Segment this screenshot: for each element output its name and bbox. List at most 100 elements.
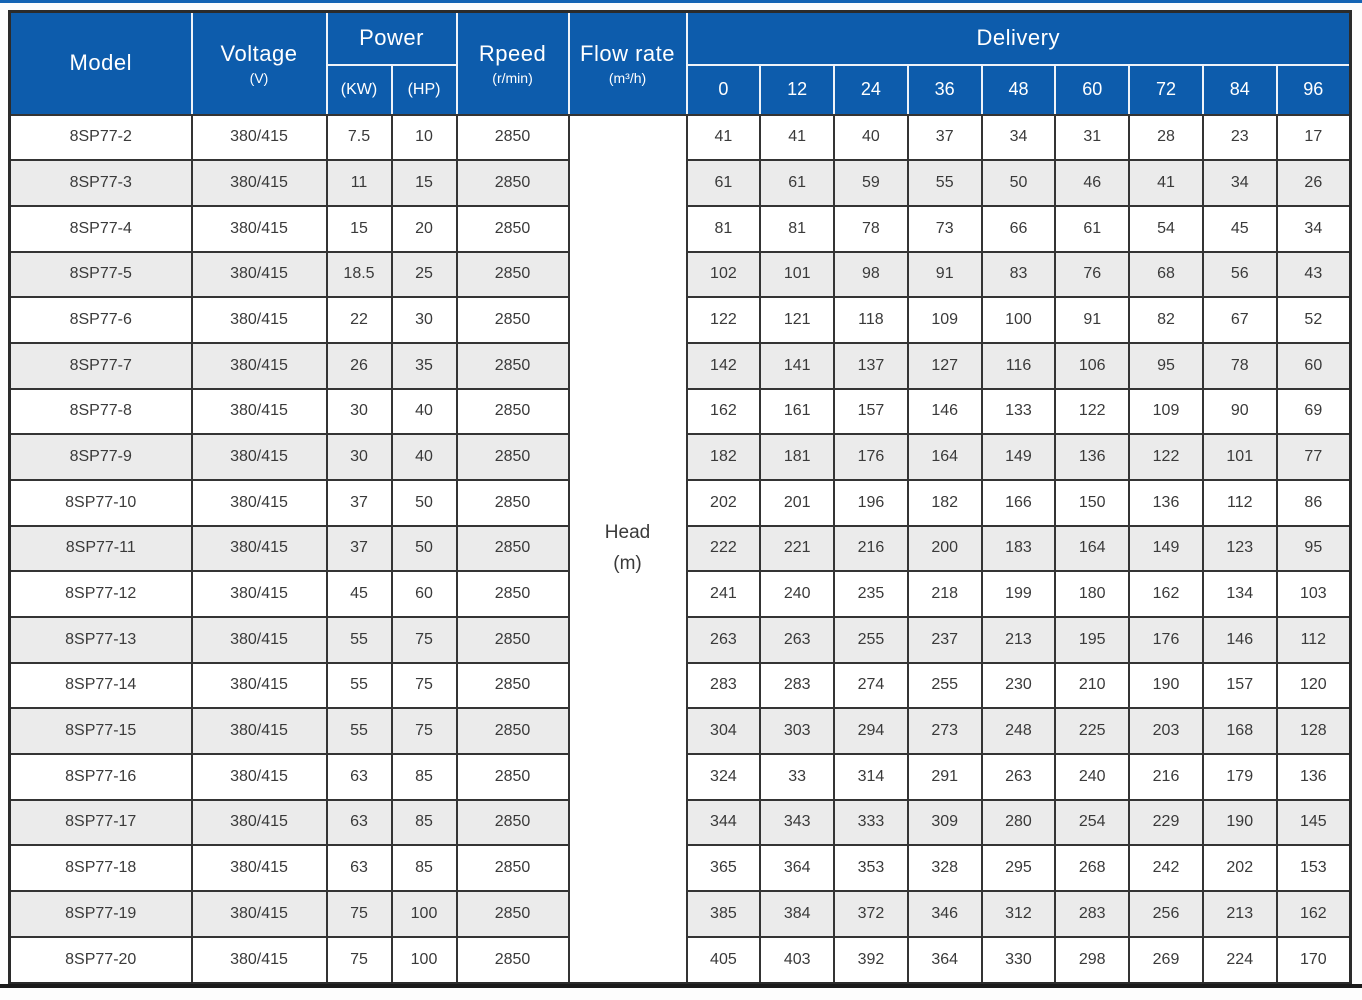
delivery-cell: 190	[1128, 661, 1204, 710]
delivery-cell: 384	[759, 889, 836, 938]
power-hp-cell: 35	[390, 341, 458, 390]
speed-header-label: Rpeed	[478, 40, 547, 66]
delivery-cell: 45	[1201, 204, 1278, 253]
power-kw-cell: 63	[325, 752, 393, 801]
delivery-cell: 263	[759, 615, 836, 664]
delivery-cell: 312	[980, 889, 1057, 938]
delivery-cell: 210	[1054, 661, 1131, 710]
delivery-cell: 364	[906, 935, 983, 985]
delivery-cell: 225	[1054, 707, 1131, 755]
col-header-kw: (KW)	[325, 63, 393, 116]
power-kw-cell: 55	[325, 615, 393, 664]
delivery-cell: 106	[1054, 341, 1131, 390]
speed-cell: 2850	[455, 889, 570, 938]
col-header-speed: Rpeed (r/min)	[455, 10, 570, 116]
delivery-cell: 201	[759, 478, 836, 527]
table-row: 8SP77-7 380/415 26 35 2850 142 141 137 127 116 106…	[8, 341, 1352, 390]
model-cell: 8SP77-4	[8, 204, 193, 253]
delivery-cell: 179	[1201, 752, 1278, 801]
power-kw-cell: 75	[325, 935, 393, 985]
delivery-cell: 101	[759, 250, 836, 299]
delivery-cell: 54	[1128, 204, 1204, 253]
delivery-cell: 314	[833, 752, 909, 801]
power-hp-cell: 50	[390, 524, 458, 573]
power-kw-cell: 7.5	[325, 113, 393, 162]
delivery-cell: 202	[685, 478, 762, 527]
power-hp-cell: 40	[390, 433, 458, 481]
delivery-cell: 295	[980, 844, 1057, 892]
power-kw-cell: 75	[325, 889, 393, 938]
speed-cell: 2850	[455, 113, 570, 162]
table-row: 8SP77-9 380/415 30 40 2850 182 181 176 164 149 136…	[8, 433, 1352, 481]
col-header-flow-48: 48	[980, 63, 1057, 116]
table-body: 8SP77-2 380/415 7.5 10 2850 Head (m) 41 41 40 37 34…	[8, 113, 1352, 985]
delivery-cell: 127	[906, 341, 983, 390]
delivery-cell: 122	[1054, 387, 1131, 436]
table-row: 8SP77-13 380/415 55 75 2850 263 263 255 237 213 19…	[8, 615, 1352, 664]
voltage-cell: 380/415	[190, 204, 328, 253]
model-cell: 8SP77-7	[8, 341, 193, 390]
speed-unit-label: (r/min)	[492, 69, 533, 86]
delivery-cell: 283	[685, 661, 762, 710]
power-kw-cell: 55	[325, 661, 393, 710]
delivery-cell: 199	[980, 570, 1057, 618]
delivery-cell: 150	[1054, 478, 1131, 527]
delivery-cell: 149	[980, 433, 1057, 481]
delivery-cell: 248	[980, 707, 1057, 755]
delivery-cell: 91	[906, 250, 983, 299]
delivery-cell: 255	[833, 615, 909, 664]
speed-cell: 2850	[455, 524, 570, 573]
delivery-cell: 392	[833, 935, 909, 985]
model-header-label: Model	[69, 50, 132, 76]
power-kw-cell: 18.5	[325, 250, 393, 299]
flow-rate-unit-label: (m³/h)	[608, 69, 647, 86]
delivery-cell: 86	[1275, 478, 1352, 527]
power-hp-cell: 100	[390, 889, 458, 938]
delivery-cell: 61	[759, 159, 836, 207]
power-kw-cell: 15	[325, 204, 393, 253]
voltage-cell: 380/415	[190, 570, 328, 618]
pump-spec-table: Model Voltage (V) Power Rpeed (r/min) Fl…	[8, 10, 1352, 985]
delivery-cell: 141	[759, 341, 836, 390]
delivery-cell: 56	[1201, 250, 1278, 299]
delivery-cell: 330	[980, 935, 1057, 985]
model-cell: 8SP77-16	[8, 752, 193, 801]
delivery-cell: 162	[685, 387, 762, 436]
delivery-cell: 346	[906, 889, 983, 938]
delivery-cell: 40	[833, 113, 909, 162]
table-row: 8SP77-16 380/415 63 85 2850 324 33 314 291 263 240…	[8, 752, 1352, 801]
delivery-cell: 291	[906, 752, 983, 801]
voltage-cell: 380/415	[190, 341, 328, 390]
voltage-cell: 380/415	[190, 433, 328, 481]
delivery-cell: 273	[906, 707, 983, 755]
power-hp-cell: 30	[390, 296, 458, 344]
delivery-cell: 280	[980, 798, 1057, 847]
speed-cell: 2850	[455, 661, 570, 710]
delivery-cell: 50	[980, 159, 1057, 207]
delivery-cell: 353	[833, 844, 909, 892]
col-header-flow-36: 36	[906, 63, 983, 116]
delivery-cell: 333	[833, 798, 909, 847]
delivery-cell: 145	[1275, 798, 1352, 847]
table-header: Model Voltage (V) Power Rpeed (r/min) Fl…	[8, 10, 1352, 116]
power-kw-cell: 11	[325, 159, 393, 207]
delivery-cell: 240	[759, 570, 836, 618]
delivery-cell: 149	[1128, 524, 1204, 573]
delivery-cell: 221	[759, 524, 836, 573]
delivery-cell: 121	[759, 296, 836, 344]
delivery-cell: 67	[1201, 296, 1278, 344]
delivery-cell: 157	[1201, 661, 1278, 710]
top-rule	[0, 0, 1362, 3]
power-hp-cell: 40	[390, 387, 458, 436]
delivery-cell: 17	[1275, 113, 1352, 162]
power-hp-cell: 85	[390, 752, 458, 801]
delivery-cell: 83	[980, 250, 1057, 299]
speed-cell: 2850	[455, 570, 570, 618]
power-kw-cell: 55	[325, 707, 393, 755]
delivery-cell: 146	[906, 387, 983, 436]
power-kw-cell: 22	[325, 296, 393, 344]
power-kw-cell: 63	[325, 798, 393, 847]
model-cell: 8SP77-17	[8, 798, 193, 847]
delivery-cell: 122	[685, 296, 762, 344]
